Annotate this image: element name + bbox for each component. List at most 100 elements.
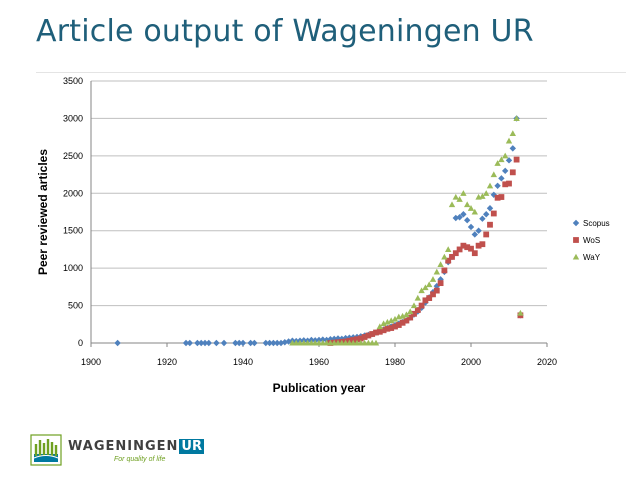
point-way — [372, 339, 380, 346]
logo-suffix: UR — [179, 439, 204, 454]
point-scopus — [460, 211, 467, 218]
point-way — [452, 193, 459, 200]
legend: Scopus WoS WaY — [572, 219, 610, 262]
point-way — [456, 196, 463, 202]
x-axis-label: Publication year — [273, 381, 366, 395]
point-wos — [509, 169, 516, 176]
y-tick-label: 0 — [78, 338, 83, 348]
y-tick-label: 500 — [68, 301, 83, 311]
point-scopus — [205, 339, 212, 347]
point-way — [494, 160, 501, 166]
point-wos — [456, 246, 463, 253]
point-wos — [411, 310, 417, 317]
point-wos — [513, 156, 520, 163]
point-wos — [418, 302, 425, 309]
point-wos — [445, 257, 452, 264]
x-tick-label: 1960 — [309, 357, 329, 367]
point-scopus — [266, 339, 273, 347]
point-way — [422, 284, 429, 291]
point-scopus — [274, 339, 281, 347]
point-scopus — [114, 339, 121, 347]
point-wos — [380, 327, 387, 334]
point-way — [445, 246, 452, 252]
point-way — [490, 171, 497, 178]
point-scopus — [467, 223, 475, 231]
logo-name: WAGENINGEN — [68, 439, 179, 454]
point-wos — [414, 307, 421, 313]
point-wos — [365, 332, 372, 339]
point-way — [464, 201, 471, 208]
y-axis-label: Peer reviewed articles — [36, 149, 50, 275]
point-way — [376, 323, 383, 330]
y-tick-label: 3500 — [63, 76, 83, 86]
point-way — [410, 302, 418, 309]
point-wos — [357, 335, 364, 342]
x-tick-label: 1900 — [81, 357, 101, 367]
point-wos — [475, 242, 482, 249]
point-wos — [483, 231, 490, 238]
point-scopus — [483, 211, 490, 218]
point-way — [399, 312, 406, 319]
point-way — [513, 115, 520, 121]
point-wos — [479, 241, 486, 248]
y-tick-label: 1500 — [63, 226, 83, 236]
wageningen-emblem-icon — [30, 434, 62, 466]
point-wos — [498, 194, 505, 200]
y-tick-label: 2000 — [63, 188, 83, 198]
point-wos — [376, 328, 383, 335]
legend-wos-label: WoS — [583, 236, 600, 245]
legend-scopus-label: Scopus — [583, 219, 610, 228]
point-wos — [369, 331, 376, 337]
slide-title: Article output of Wageningen UR — [36, 14, 534, 49]
wageningen-logo: WAGENINGEN UR For quality of life — [30, 430, 210, 470]
point-scopus — [498, 175, 505, 182]
point-way — [505, 137, 513, 144]
y-tick-label: 3000 — [63, 113, 83, 123]
point-way — [502, 152, 509, 159]
point-wos — [487, 221, 493, 228]
legend-way-marker — [572, 253, 580, 260]
point-way — [418, 287, 425, 294]
point-scopus — [494, 182, 501, 189]
point-way — [437, 261, 444, 267]
legend-wos-marker — [573, 237, 579, 243]
point-scopus — [262, 339, 269, 347]
point-way — [391, 315, 399, 322]
point-way — [388, 317, 395, 324]
axes: 0 500 1000 1500 2000 2500 3000 3500 1900 1920 1940… — [63, 76, 557, 367]
y-tick-label: 2500 — [63, 151, 83, 161]
point-way — [407, 308, 414, 315]
logo-tagline: For quality of life — [114, 456, 166, 463]
point-scopus — [505, 157, 513, 164]
point-way — [486, 182, 494, 189]
x-tick-label: 2000 — [461, 357, 481, 367]
point-wos — [437, 280, 444, 287]
point-way — [471, 208, 478, 215]
point-wos — [490, 210, 497, 217]
point-way — [509, 130, 516, 136]
point-scopus — [509, 145, 516, 152]
point-wos — [471, 250, 478, 257]
point-way — [380, 320, 387, 327]
point-wos — [399, 319, 406, 326]
legend-way-label: WaY — [583, 253, 601, 262]
point-way — [403, 311, 410, 318]
point-scopus — [198, 339, 205, 347]
point-wos — [388, 325, 395, 331]
point-wos — [407, 314, 414, 321]
point-scopus — [201, 339, 209, 347]
point-wos — [449, 254, 455, 260]
point-way — [498, 156, 505, 163]
point-scopus — [182, 339, 190, 347]
point-way — [429, 276, 437, 282]
point-scopus — [220, 339, 228, 347]
x-tick-label: 1920 — [157, 357, 177, 367]
point-wos — [384, 325, 391, 332]
x-tick-label: 1980 — [385, 357, 405, 367]
point-wos — [361, 334, 368, 340]
point-wos — [392, 323, 398, 330]
point-wos — [403, 317, 410, 324]
point-wos — [468, 245, 474, 252]
point-scopus — [239, 339, 247, 347]
point-wos — [464, 244, 471, 251]
